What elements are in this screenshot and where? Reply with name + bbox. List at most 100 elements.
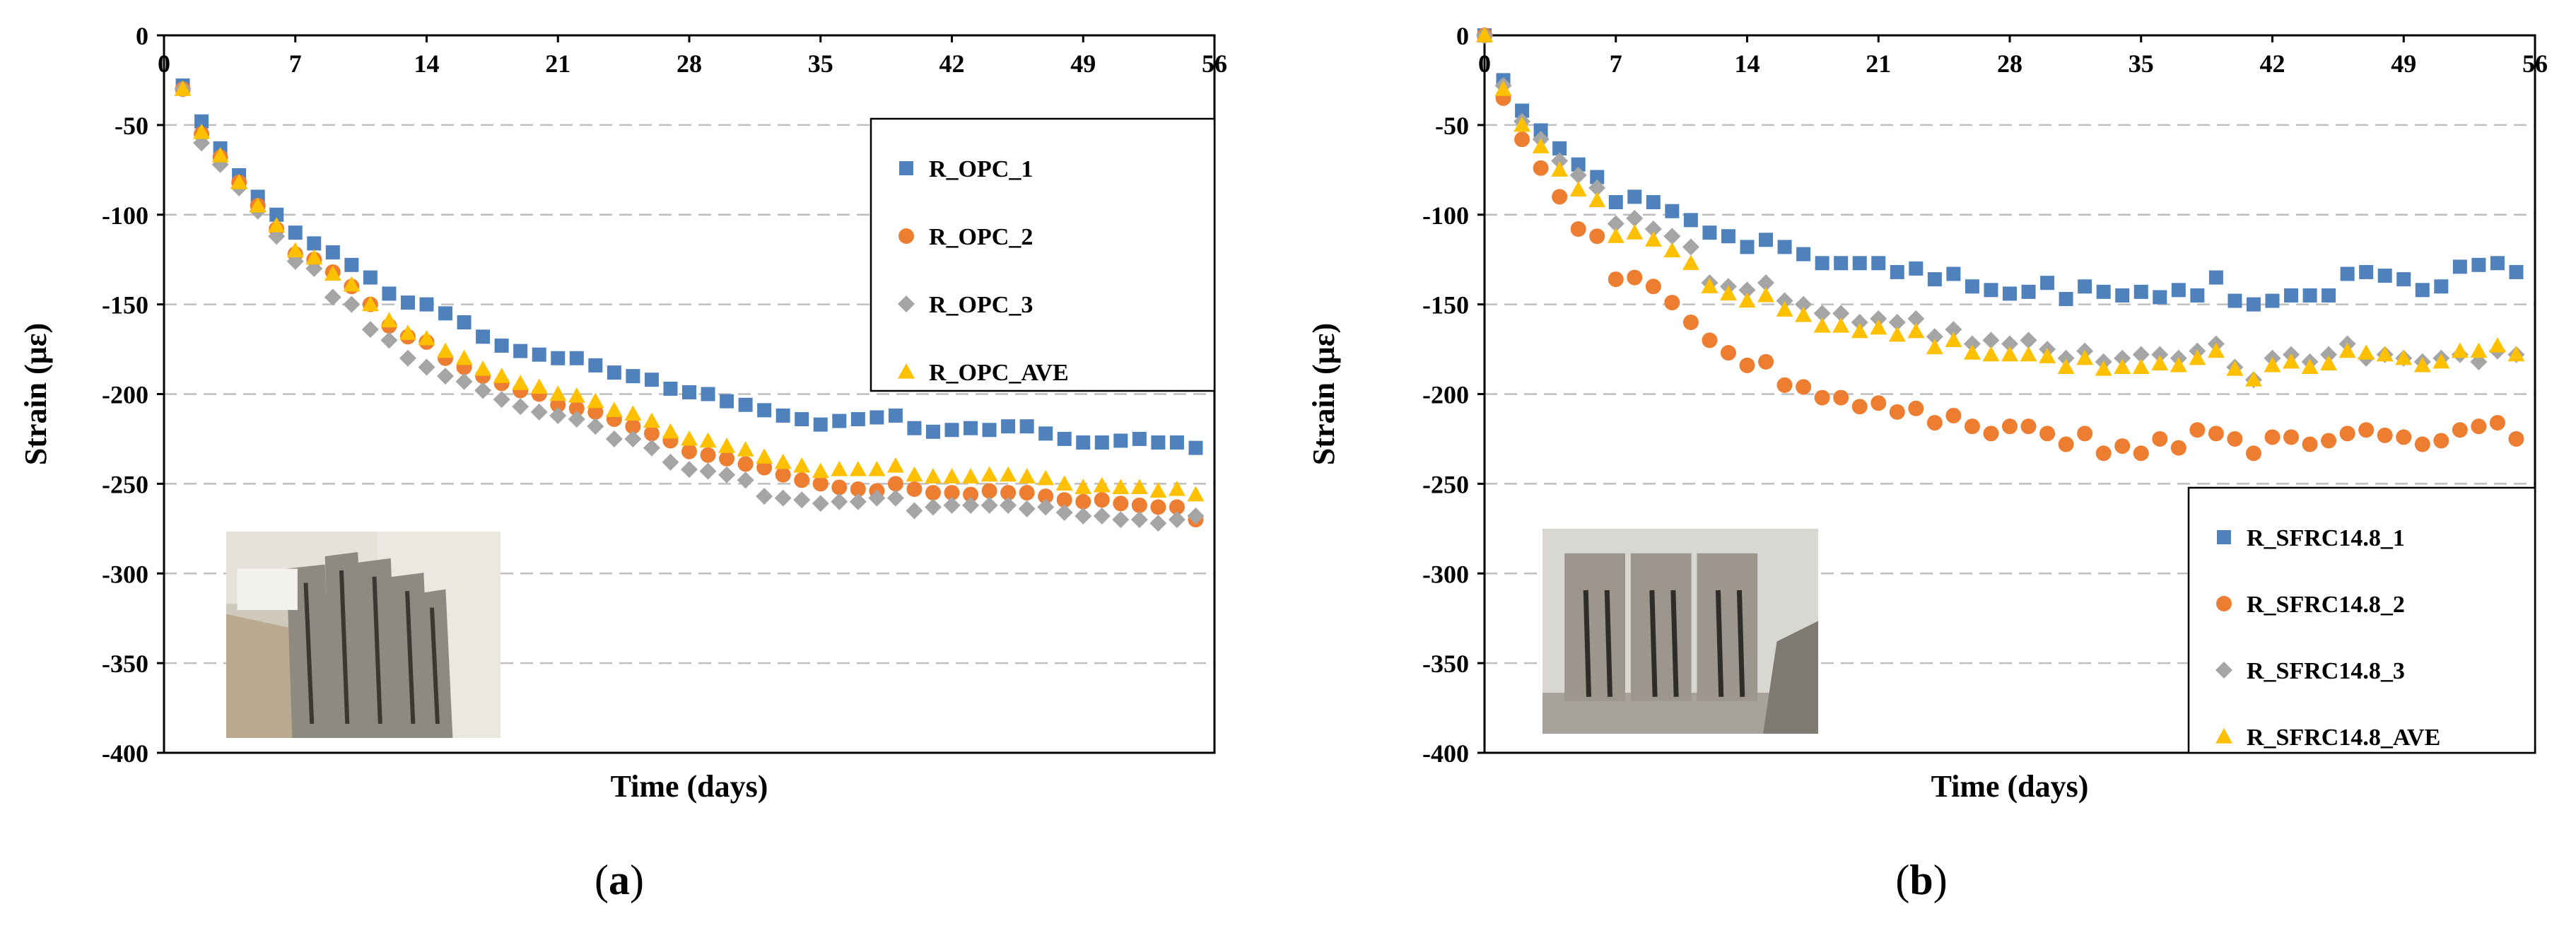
data-point — [2376, 346, 2394, 362]
data-point — [663, 381, 678, 396]
data-point — [399, 324, 416, 340]
data-point — [1701, 278, 1719, 293]
data-point — [1890, 264, 1904, 279]
data-point — [587, 404, 604, 420]
data-point — [1187, 486, 1205, 502]
data-point — [718, 466, 736, 483]
data-point — [2039, 348, 2056, 363]
data-point — [624, 430, 642, 447]
data-point — [1019, 485, 1035, 501]
data-point — [944, 423, 959, 438]
data-point — [530, 378, 548, 394]
data-point — [2001, 335, 2018, 353]
data-point — [1552, 189, 1568, 205]
data-point — [512, 375, 529, 390]
series-R_OPC_AVE — [174, 81, 1205, 502]
legend-item: R_SFRC14.8_3 — [2215, 658, 2405, 684]
data-point — [1926, 415, 1943, 431]
data-point — [1739, 357, 1755, 373]
data-point — [1169, 499, 1185, 515]
data-point — [588, 358, 603, 373]
data-point — [907, 421, 922, 435]
data-point — [1664, 295, 1680, 311]
data-point — [2170, 356, 2187, 373]
data-point — [419, 297, 434, 312]
y-axis-title: Strain (με) — [1306, 323, 1341, 465]
legend-marker — [898, 363, 915, 379]
legend-label: R_SFRC14.8_1 — [2247, 525, 2405, 551]
data-point — [775, 467, 791, 483]
data-point — [2171, 283, 2186, 298]
data-point — [644, 373, 659, 387]
data-point — [1832, 305, 1850, 322]
data-point — [1589, 228, 1605, 245]
data-point — [793, 491, 811, 509]
data-point — [1719, 285, 1737, 300]
data-point — [775, 408, 790, 423]
legend-label: R_OPC_3 — [929, 292, 1033, 318]
data-point — [624, 405, 642, 421]
y-tick-label: -50 — [115, 112, 148, 140]
data-point — [1037, 498, 1055, 516]
data-point — [2471, 418, 2487, 435]
data-point — [1113, 433, 1128, 448]
data-point — [324, 288, 341, 306]
data-point — [943, 468, 961, 483]
data-point — [2076, 349, 2094, 365]
y-tick-label: -350 — [1422, 650, 1469, 678]
data-point — [906, 502, 923, 520]
data-point — [1515, 103, 1530, 118]
data-point — [1590, 170, 1605, 184]
data-point — [2152, 430, 2168, 447]
data-point — [1646, 194, 1661, 209]
data-point — [812, 462, 829, 479]
x-tick-label: 35 — [2129, 49, 2154, 78]
data-point — [812, 495, 829, 512]
data-point — [2115, 288, 2130, 303]
data-point — [1888, 326, 1906, 342]
x-tick-label: 0 — [1478, 49, 1491, 78]
data-point — [2339, 426, 2355, 442]
series-R_SFRC14.8_AVE — [1476, 27, 2525, 387]
data-point — [1019, 419, 1034, 434]
data-point — [2322, 288, 2336, 303]
data-point — [2020, 332, 2037, 349]
data-point — [2020, 418, 2037, 435]
data-point — [1000, 485, 1017, 501]
legend-item: R_SFRC14.8_AVE — [2215, 725, 2440, 751]
data-point — [981, 483, 997, 499]
data-point — [2283, 353, 2300, 369]
data-point — [738, 397, 753, 412]
data-point — [943, 496, 961, 514]
data-point — [455, 349, 473, 365]
x-tick-label: 42 — [2260, 49, 2285, 78]
data-point — [2284, 288, 2299, 303]
data-point — [756, 459, 773, 476]
data-point — [2245, 445, 2261, 462]
data-point — [1776, 301, 1793, 317]
data-point — [906, 466, 923, 482]
data-point — [963, 486, 979, 503]
data-point — [286, 242, 304, 258]
data-point — [2507, 346, 2525, 362]
data-point — [701, 387, 715, 401]
data-point — [1169, 435, 1184, 450]
data-point — [2302, 288, 2317, 303]
data-point — [1796, 247, 1811, 262]
data-point — [2132, 358, 2150, 375]
data-point — [438, 306, 453, 321]
legend-marker — [2215, 662, 2232, 679]
data-point — [249, 197, 267, 213]
data-point — [1777, 240, 1792, 254]
specimen-photo — [226, 532, 500, 738]
data-point — [513, 344, 528, 358]
data-point — [2207, 342, 2225, 358]
data-point — [1795, 306, 1813, 322]
y-tick-label: -150 — [102, 291, 148, 319]
data-point — [1984, 283, 1998, 298]
data-point — [887, 476, 903, 492]
data-point — [962, 496, 980, 514]
data-point — [605, 401, 623, 417]
data-point — [1720, 345, 1736, 361]
data-point — [1738, 292, 1756, 308]
